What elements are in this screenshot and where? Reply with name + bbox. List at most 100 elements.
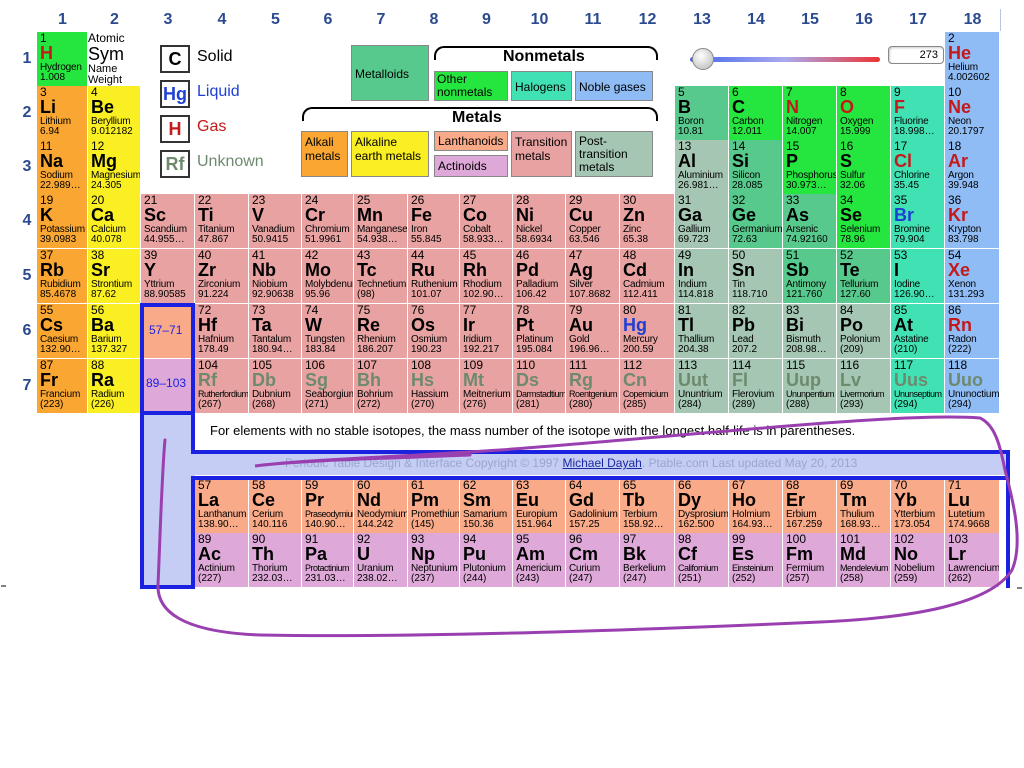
element-uut[interactable]: 113 Uut Ununtrium (284) [675,359,729,414]
element-ag[interactable]: 47 Ag Silver 107.8682 [566,249,620,304]
element-la[interactable]: 57 La Lanthanum 138.90… [195,479,249,534]
lanthanoid-placeholder[interactable]: 57–71 [141,304,194,359]
element-pa[interactable]: 91 Pa Protactinium 231.03… [302,533,354,588]
element-tb[interactable]: 65 Tb Terbium 158.92… [620,479,675,534]
element-lv[interactable]: 116 Lv Livermorium (293) [837,359,891,414]
element-pr[interactable]: 59 Pr Praseodymium 140.90… [302,479,354,534]
element-tc[interactable]: 43 Tc Technetium (98) [354,249,408,304]
element-sg[interactable]: 106 Sg Seaborgium (271) [302,359,354,414]
category-alkaline-earth[interactable]: Alkaline earth metals [351,131,429,177]
group-header-9[interactable]: 9 [460,9,514,31]
element-au[interactable]: 79 Au Gold 196.96… [566,304,620,359]
element-pm[interactable]: 61 Pm Promethium (145) [408,479,460,534]
element-w[interactable]: 74 W Tungsten 183.84 [302,304,354,359]
element-rf[interactable]: 104 Rf Rutherfordium (267) [195,359,249,414]
group-header-17[interactable]: 17 [891,9,946,31]
element-ir[interactable]: 77 Ir Iridium 192.217 [460,304,513,359]
element-ca[interactable]: 20 Ca Calcium 40.078 [88,194,141,249]
element-ar[interactable]: 18 Ar Argon 39.948 [945,140,1000,195]
element-uuo[interactable]: 118 Uuo Ununoctium (294) [945,359,1000,414]
period-label-2[interactable]: 2 [22,104,32,121]
element-he[interactable]: 2 He Helium 4.002602 [945,32,1000,87]
group-header-5[interactable]: 5 [249,9,303,31]
period-label-4[interactable]: 4 [22,212,32,229]
element-fr[interactable]: 87 Fr Francium (223) [37,359,88,414]
category-transition[interactable]: Transition metals [511,131,572,177]
element-rb[interactable]: 37 Rb Rubidium 85.4678 [37,249,88,304]
category-other-nonmetals[interactable]: Other nonmetals [434,71,508,101]
element-hf[interactable]: 72 Hf Hafnium 178.49 [195,304,249,359]
element-pb[interactable]: 82 Pb Lead 207.2 [729,304,783,359]
element-pt[interactable]: 78 Pt Platinum 195.084 [513,304,566,359]
element-nd[interactable]: 60 Nd Neodymium 144.242 [354,479,408,534]
actinoid-placeholder[interactable]: 89–103 [141,359,194,413]
element-u[interactable]: 92 U Uranium 238.02… [354,533,408,588]
element-i[interactable]: 53 I Iodine 126.90… [891,249,945,304]
element-mo[interactable]: 42MoMolybdenum95.96 [302,249,354,304]
element-na[interactable]: 11 Na Sodium 22.989… [37,140,88,195]
element-bk[interactable]: 97 Bk Berkelium (247) [620,533,675,588]
element-be[interactable]: 4 Be Beryllium 9.012182 [88,86,141,141]
element-bh[interactable]: 107 Bh Bohrium (272) [354,359,408,414]
element-v[interactable]: 23 V Vanadium 50.9415 [249,194,302,249]
category-noble-gases[interactable]: Noble gases [575,71,653,101]
group-header-6[interactable]: 6 [302,9,355,31]
element-cl[interactable]: 17 Cl Chlorine 35.45 [891,140,945,195]
element-yb[interactable]: 70 Yb Ytterbium 173.054 [891,479,945,534]
element-lu[interactable]: 71 Lu Lutetium 174.9668 [945,479,1000,534]
element-sc[interactable]: 21 Sc Scandium 44.955… [141,194,195,249]
element-ni[interactable]: 28 Ni Nickel 58.6934 [513,194,566,249]
element-tl[interactable]: 81 Tl Thallium 204.38 [675,304,729,359]
group-header-8[interactable]: 8 [408,9,461,31]
category-halogens[interactable]: Halogens [511,71,572,101]
group-header-12[interactable]: 12 [620,9,676,31]
element-hg[interactable]: 80 Hg Mercury 200.59 [620,304,675,359]
element-p[interactable]: 15 P Phosphorus 30.973… [783,140,837,195]
group-header-1[interactable]: 1 [37,9,89,31]
element-te[interactable]: 52 Te Tellurium 127.60 [837,249,891,304]
category-metalloids[interactable]: Metalloids [351,45,429,101]
group-header-16[interactable]: 16 [837,9,892,31]
element-mg[interactable]: 12 Mg Magnesium 24.305 [88,140,141,195]
element-es[interactable]: 99 Es Einsteinium (252) [729,533,783,588]
element-er[interactable]: 68 Er Erbium 167.259 [783,479,837,534]
element-db[interactable]: 105 Db Dubnium (268) [249,359,302,414]
element-k[interactable]: 19 K Potassium 39.0983 [37,194,88,249]
element-se[interactable]: 34 Se Selenium 78.96 [837,194,891,249]
period-label-1[interactable]: 1 [22,50,32,67]
element-cs[interactable]: 55 Cs Caesium 132.90… [37,304,88,359]
element-pu[interactable]: 94 Pu Plutonium (244) [460,533,513,588]
element-si[interactable]: 14 Si Silicon 28.085 [729,140,783,195]
element-rg[interactable]: 111 Rg Roentgenium (280) [566,359,620,414]
element-os[interactable]: 76 Os Osmium 190.23 [408,304,460,359]
element-cm[interactable]: 96 Cm Curium (247) [566,533,620,588]
element-ti[interactable]: 22 Ti Titanium 47.867 [195,194,249,249]
element-br[interactable]: 35 Br Bromine 79.904 [891,194,945,249]
period-label-5[interactable]: 5 [22,267,32,284]
element-ga[interactable]: 31 Ga Gallium 69.723 [675,194,729,249]
element-cn[interactable]: 112 Cn Copernicium (285) [620,359,675,414]
element-b[interactable]: 5 B Boron 10.81 [675,86,729,141]
element-sm[interactable]: 62 Sm Samarium 150.36 [460,479,513,534]
element-nb[interactable]: 41 Nb Niobium 92.90638 [249,249,302,304]
element-in[interactable]: 49 In Indium 114.818 [675,249,729,304]
element-uup[interactable]: 115 Uup Ununpentium (288) [783,359,837,414]
element-ba[interactable]: 56 Ba Barium 137.327 [88,304,141,359]
element-mn[interactable]: 25 Mn Manganese 54.938… [354,194,408,249]
element-cf[interactable]: 98 Cf Californium (251) [675,533,729,588]
slider-thumb[interactable] [691,48,714,70]
group-header-13[interactable]: 13 [675,9,730,31]
element-re[interactable]: 75 Re Rhenium 186.207 [354,304,408,359]
category-lanthanoids[interactable]: Lanthanoids [434,131,508,151]
element-ds[interactable]: 110 Ds Darmstadtium (281) [513,359,566,414]
element-f[interactable]: 9 F Fluorine 18.998… [891,86,945,141]
element-ru[interactable]: 44 Ru Ruthenium 101.07 [408,249,460,304]
group-header-18[interactable]: 18 [945,9,1001,31]
category-actinoids[interactable]: Actinoids [434,155,508,177]
element-tm[interactable]: 69 Tm Thulium 168.93… [837,479,891,534]
element-ra[interactable]: 88 Ra Radium (226) [88,359,141,414]
element-at[interactable]: 85 At Astatine (210) [891,304,945,359]
element-ce[interactable]: 58 Ce Cerium 140.116 [249,479,302,534]
element-co[interactable]: 27 Co Cobalt 58.933… [460,194,513,249]
element-rh[interactable]: 45 Rh Rhodium 102.90… [460,249,513,304]
